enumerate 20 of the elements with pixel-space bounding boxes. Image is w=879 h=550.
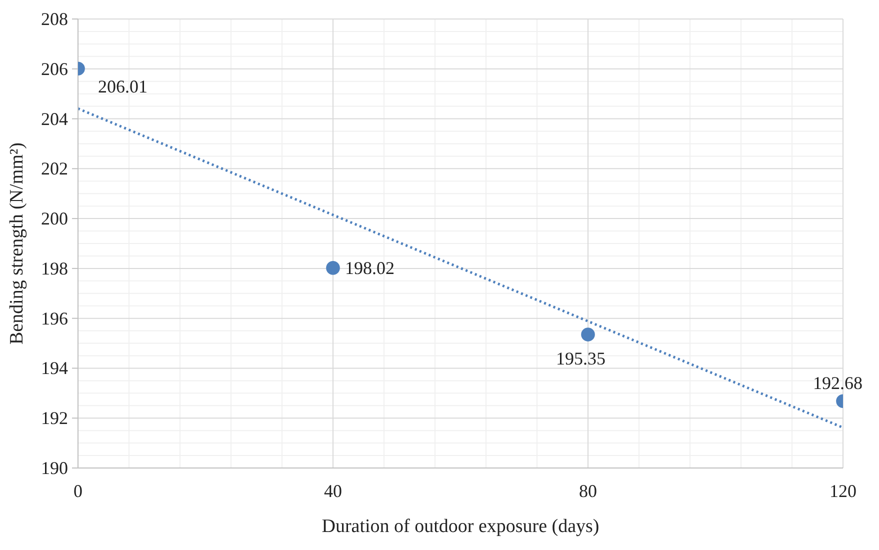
y-tick-label: 198 — [41, 258, 68, 278]
data-label: 195.35 — [556, 348, 606, 369]
y-tick-label: 206 — [41, 58, 68, 79]
y-tick-label: 194 — [41, 358, 68, 378]
data-label: 192.68 — [813, 373, 862, 394]
data-label: 206.01 — [98, 76, 148, 97]
y-tick-label: 196 — [41, 308, 68, 328]
x-tick-label: 120 — [830, 480, 856, 501]
y-axis-title: Bending strength (N/mm²) — [6, 142, 28, 345]
y-tick-label: 200 — [41, 208, 68, 229]
y-tick-label: 208 — [41, 9, 68, 29]
x-tick-label: 80 — [579, 480, 597, 501]
x-axis-title: Duration of outdoor exposure (days) — [322, 516, 600, 537]
y-tick-label: 190 — [41, 458, 68, 478]
y-tick-label: 192 — [41, 408, 68, 428]
y-tick-label: 204 — [41, 108, 68, 129]
data-label: 198.02 — [345, 258, 394, 278]
y-tick-label: 202 — [41, 158, 68, 179]
x-tick-label: 0 — [74, 480, 82, 501]
x-tick-label: 40 — [324, 480, 342, 501]
